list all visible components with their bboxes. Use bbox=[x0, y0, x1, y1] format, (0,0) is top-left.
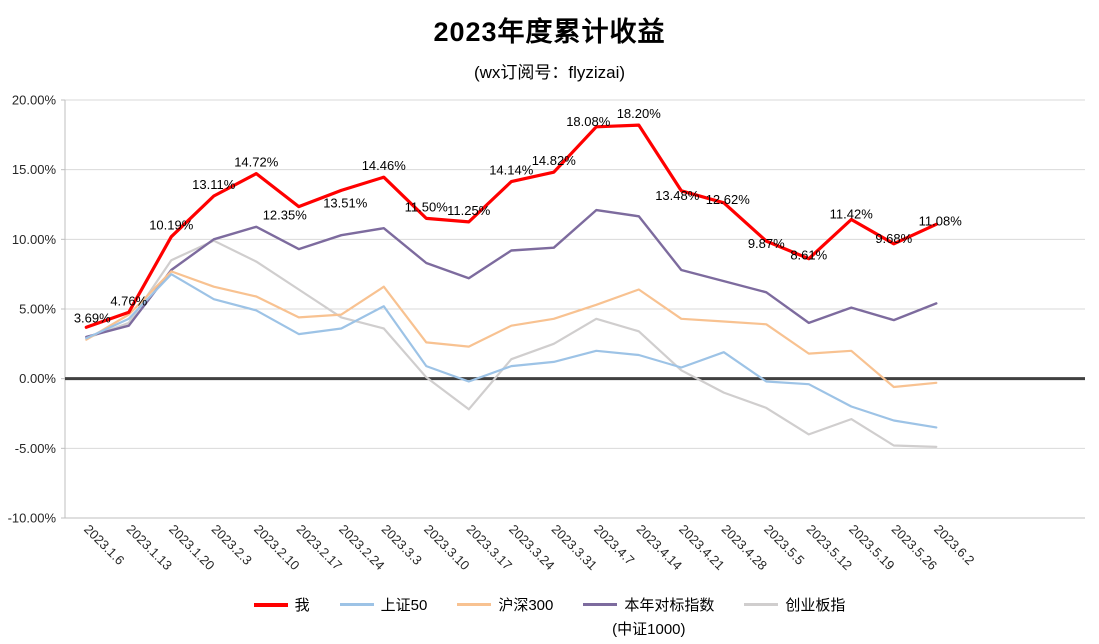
chart-title: 2023年度累计收益 bbox=[433, 17, 666, 47]
legend: 我 上证50 沪深300 本年对标指数 (中证1000) 创业板指 bbox=[0, 594, 1099, 639]
y-tick-label: 20.00% bbox=[12, 93, 57, 108]
data-label: 18.08% bbox=[566, 114, 611, 129]
x-tick-label: 2023.1.6 bbox=[81, 522, 127, 568]
legend-sublabel: (中证1000) bbox=[612, 621, 686, 638]
x-tick-label: 2023.1.20 bbox=[166, 522, 218, 574]
series-line-创业板指 bbox=[85, 239, 938, 448]
legend-label: 创业板指 bbox=[785, 597, 846, 614]
series-line-上证50 bbox=[85, 273, 938, 429]
legend-label: 本年对标指数 bbox=[624, 597, 715, 614]
x-tick-label: 2023.2.10 bbox=[251, 522, 303, 574]
x-tick-label: 2023.5.26 bbox=[889, 522, 941, 574]
legend-line-swatch bbox=[339, 603, 374, 606]
legend-line-swatch bbox=[253, 602, 288, 607]
x-tick-label: 2023.4.21 bbox=[676, 522, 728, 574]
x-tick-label: 2023.3.10 bbox=[421, 522, 473, 574]
data-label: 9.87% bbox=[748, 236, 785, 251]
data-label: 11.25% bbox=[447, 203, 491, 218]
data-label: 14.14% bbox=[489, 163, 534, 178]
legend-item-2[interactable]: 沪深300 bbox=[457, 594, 553, 615]
legend-item-4[interactable]: 创业板指 bbox=[744, 594, 845, 615]
data-label: 3.69% bbox=[74, 310, 111, 325]
series-line-沪深300 bbox=[85, 270, 938, 389]
x-tick-label: 2023.5.12 bbox=[804, 522, 856, 574]
data-label: 11.08% bbox=[919, 213, 963, 228]
data-label: 12.35% bbox=[263, 208, 308, 223]
y-tick-label: 15.00% bbox=[12, 162, 57, 177]
y-tick-label: -5.00% bbox=[15, 441, 57, 456]
series-line-本年对标指数 bbox=[85, 208, 938, 339]
data-label: 11.42% bbox=[830, 207, 874, 222]
data-label: 14.82% bbox=[532, 153, 577, 168]
data-label: 9.68% bbox=[875, 231, 912, 246]
y-tick-label: 0.00% bbox=[19, 371, 56, 386]
data-label: 18.20% bbox=[617, 106, 662, 121]
legend-label: 沪深300 bbox=[498, 597, 554, 614]
legend-item-0[interactable]: 我 bbox=[253, 594, 310, 615]
x-tick-label: 2023.4.28 bbox=[719, 522, 771, 574]
series-line-我 bbox=[84, 123, 938, 329]
x-tick-label: 2023.3.24 bbox=[506, 522, 558, 574]
data-label: 8.61% bbox=[790, 248, 827, 263]
data-label: 14.72% bbox=[234, 155, 279, 170]
data-label: 13.48% bbox=[655, 188, 700, 203]
x-tick-label: 2023.1.13 bbox=[124, 522, 176, 574]
data-label: 12.62% bbox=[706, 192, 751, 207]
legend-line-swatch bbox=[583, 603, 618, 606]
data-label: 11.50% bbox=[405, 199, 449, 214]
data-label: 13.11% bbox=[192, 177, 236, 192]
chart-subtitle: (wx订阅号：flyzizai) bbox=[473, 63, 626, 82]
x-tick-label: 2023.4.14 bbox=[634, 522, 686, 574]
legend-item-3[interactable]: 本年对标指数 (中证1000) bbox=[583, 594, 714, 639]
legend-line-swatch bbox=[457, 603, 492, 606]
legend-label: 上证50 bbox=[380, 597, 428, 614]
data-label: 10.19% bbox=[149, 218, 194, 233]
data-label: 4.76% bbox=[110, 293, 147, 308]
data-label: 14.46% bbox=[362, 158, 407, 173]
x-tick-label: 2023.5.19 bbox=[846, 522, 898, 574]
x-tick-label: 2023.3.17 bbox=[464, 522, 516, 574]
legend-line-swatch bbox=[744, 603, 779, 606]
data-label: 13.51% bbox=[323, 195, 368, 210]
legend-label: 我 bbox=[294, 597, 310, 614]
x-tick-label: 2023.2.24 bbox=[336, 522, 388, 574]
y-tick-label: 5.00% bbox=[19, 302, 56, 317]
y-tick-label: 10.00% bbox=[12, 232, 57, 247]
legend-item-1[interactable]: 上证50 bbox=[339, 594, 428, 615]
y-tick-label: -10.00% bbox=[8, 511, 57, 526]
x-tick-label: 2023.3.31 bbox=[549, 522, 601, 574]
x-tick-label: 2023.2.17 bbox=[294, 522, 346, 574]
